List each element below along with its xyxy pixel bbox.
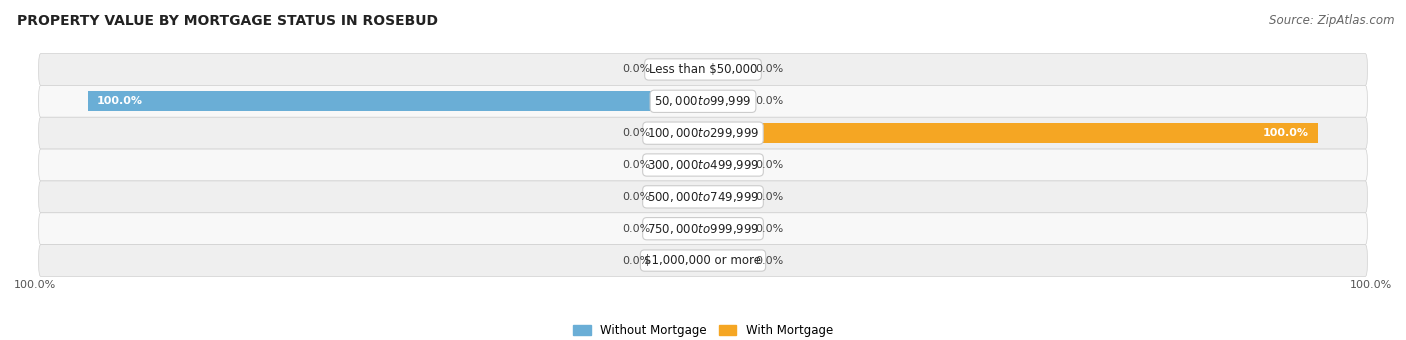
Text: $500,000 to $749,999: $500,000 to $749,999 xyxy=(647,190,759,204)
FancyBboxPatch shape xyxy=(38,85,1367,117)
Text: 0.0%: 0.0% xyxy=(623,65,651,74)
Text: 0.0%: 0.0% xyxy=(623,192,651,202)
Text: 100.0%: 100.0% xyxy=(97,96,143,106)
Text: 0.0%: 0.0% xyxy=(755,192,783,202)
Legend: Without Mortgage, With Mortgage: Without Mortgage, With Mortgage xyxy=(568,319,838,340)
Text: 0.0%: 0.0% xyxy=(623,224,651,234)
Text: 100.0%: 100.0% xyxy=(1350,280,1392,290)
Text: $100,000 to $299,999: $100,000 to $299,999 xyxy=(647,126,759,140)
Bar xyxy=(87,91,703,111)
Text: 100.0%: 100.0% xyxy=(14,280,56,290)
Bar xyxy=(659,251,703,270)
Text: 0.0%: 0.0% xyxy=(755,224,783,234)
Text: Less than $50,000: Less than $50,000 xyxy=(648,63,758,76)
Bar xyxy=(703,187,747,207)
FancyBboxPatch shape xyxy=(38,117,1367,149)
Text: 0.0%: 0.0% xyxy=(623,128,651,138)
Bar xyxy=(659,123,703,143)
Bar xyxy=(703,91,747,111)
Text: 0.0%: 0.0% xyxy=(623,160,651,170)
Text: $1,000,000 or more: $1,000,000 or more xyxy=(644,254,762,267)
FancyBboxPatch shape xyxy=(38,213,1367,244)
Text: 100.0%: 100.0% xyxy=(1263,128,1309,138)
Bar xyxy=(703,251,747,270)
Text: $50,000 to $99,999: $50,000 to $99,999 xyxy=(654,94,752,108)
FancyBboxPatch shape xyxy=(38,181,1367,213)
Text: $750,000 to $999,999: $750,000 to $999,999 xyxy=(647,222,759,236)
Bar xyxy=(703,123,1319,143)
Text: 0.0%: 0.0% xyxy=(755,160,783,170)
FancyBboxPatch shape xyxy=(38,244,1367,276)
Bar xyxy=(659,59,703,79)
Text: 0.0%: 0.0% xyxy=(755,256,783,266)
Bar xyxy=(703,155,747,175)
Text: 0.0%: 0.0% xyxy=(755,65,783,74)
Text: 0.0%: 0.0% xyxy=(755,96,783,106)
Text: PROPERTY VALUE BY MORTGAGE STATUS IN ROSEBUD: PROPERTY VALUE BY MORTGAGE STATUS IN ROS… xyxy=(17,14,437,28)
Bar xyxy=(659,187,703,207)
FancyBboxPatch shape xyxy=(38,149,1367,181)
Text: $300,000 to $499,999: $300,000 to $499,999 xyxy=(647,158,759,172)
Bar xyxy=(703,219,747,239)
FancyBboxPatch shape xyxy=(38,53,1367,85)
Bar xyxy=(703,59,747,79)
Bar xyxy=(659,219,703,239)
Bar xyxy=(659,155,703,175)
Text: Source: ZipAtlas.com: Source: ZipAtlas.com xyxy=(1270,14,1395,27)
Text: 0.0%: 0.0% xyxy=(623,256,651,266)
